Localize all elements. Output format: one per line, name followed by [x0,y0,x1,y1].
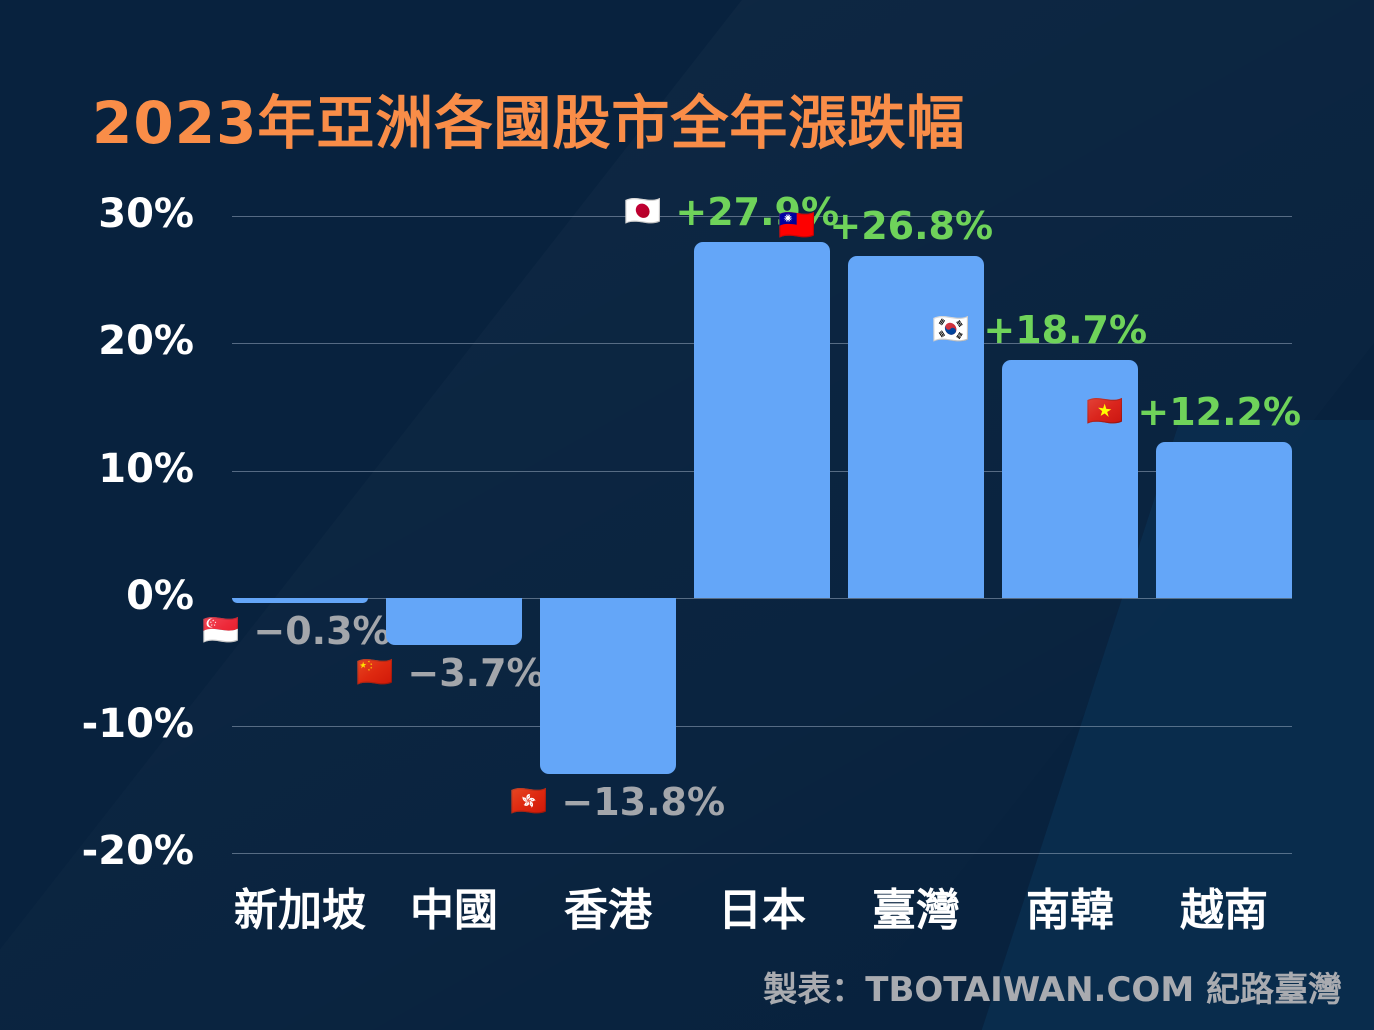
data-label: 🇯🇵 +27.9% [624,190,839,234]
x-axis-category-label: 越南 [1180,885,1268,936]
y-axis-tick-label: -10% [81,700,194,747]
x-axis-category-label: 中國 [410,885,498,936]
x-axis-category-label: 新加坡 [234,885,366,936]
singapore-flag-icon: 🇸🇬 [202,613,240,648]
gridline [232,216,1292,217]
japan-flag-icon: 🇯🇵 [624,194,662,230]
data-label-value: +27.9% [675,190,840,235]
data-label: 🇹🇼 +26.8% [778,204,993,248]
y-axis-tick-label: 0% [126,573,194,619]
hong-kong-flag-icon: 🇭🇰 [510,783,548,819]
data-label-value: +18.7% [983,307,1148,352]
x-axis-category-label: 香港 [564,885,652,936]
bar-5[interactable] [1002,359,1138,598]
data-label-value: −0.3% [253,609,391,653]
data-label-value: −3.7% [407,651,545,696]
bar-3[interactable] [694,242,830,598]
data-label: 🇭🇰 −13.8% [510,780,725,824]
data-label: 🇻🇳 +12.2% [1086,390,1301,434]
taiwan-flag-icon: 🇹🇼 [778,208,816,244]
gridline [232,726,1292,727]
china-flag-icon: 🇨🇳 [356,655,394,691]
y-axis-tick-label: 30% [98,190,194,237]
bar-0[interactable] [232,598,368,603]
data-label-value: +12.2% [1137,390,1302,435]
data-label: 🇨🇳 −3.7% [356,651,545,695]
y-axis-tick-label: 10% [98,445,194,492]
bar-6[interactable] [1156,442,1292,598]
data-label: 🇰🇷 +18.7% [932,308,1147,352]
data-label-value: −13.8% [561,779,726,824]
x-axis-category-label: 臺灣 [872,885,960,936]
bar-4[interactable] [848,256,984,598]
vietnam-flag-icon: 🇻🇳 [1086,394,1124,430]
chart-title: 2023年亞洲各國股市全年漲跌幅 [92,89,966,157]
data-label: 🇸🇬 −0.3% [202,609,391,653]
gridline [232,598,1292,599]
bar-1[interactable] [386,598,522,646]
y-axis-tick-label: 20% [98,318,194,364]
x-axis-category-label: 南韓 [1026,885,1114,936]
gridline [232,853,1292,854]
source-credit: 製表：TBOTAIWAN.COM 紀路臺灣 [763,970,1342,1010]
south-korea-flag-icon: 🇰🇷 [932,311,970,347]
data-label-value: +26.8% [829,204,994,249]
y-axis-tick-label: -20% [81,828,194,874]
bar-2[interactable] [540,598,676,774]
x-axis-category-label: 日本 [718,885,806,936]
